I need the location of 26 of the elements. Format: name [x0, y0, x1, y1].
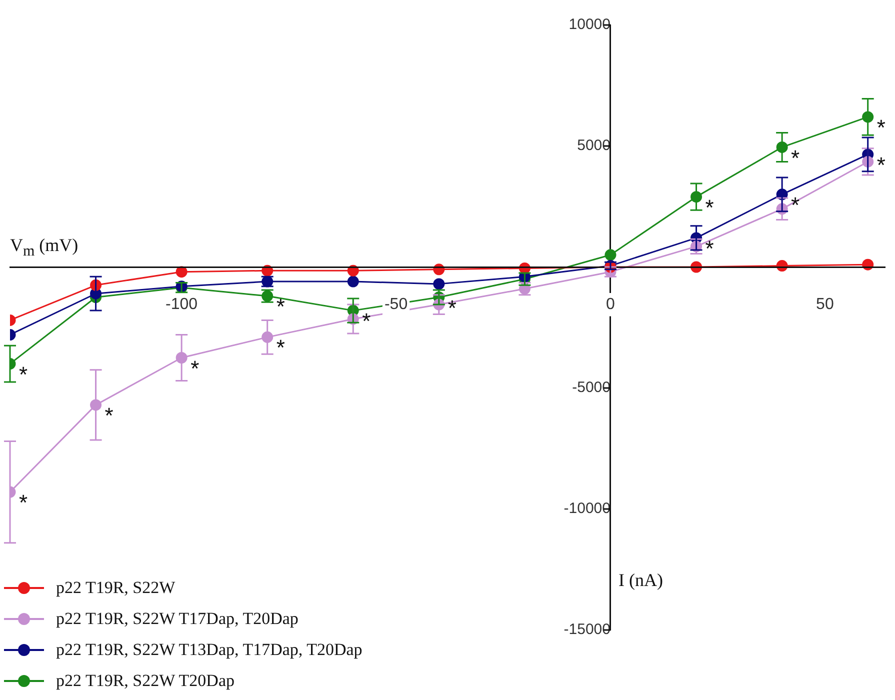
- legend-label: p22 T19R, S22W T13Dap, T17Dap, T20Dap: [56, 640, 362, 660]
- annotation: *: [19, 490, 28, 516]
- annotation: *: [190, 356, 200, 381]
- annotation: *: [276, 294, 286, 320]
- annotation: *: [705, 194, 714, 220]
- x-tick-label: 50: [816, 296, 834, 314]
- x-axis-title: V$_{m}$ (mV): [10, 235, 78, 261]
- annotation: *: [876, 152, 886, 178]
- annotation: *: [362, 308, 372, 334]
- annotation: *: [19, 362, 28, 387]
- y-tick-label: -15000: [564, 621, 610, 638]
- x-tick-label: -100: [166, 296, 198, 314]
- x-tick-label: -50: [384, 296, 408, 314]
- annotation: *: [791, 145, 800, 170]
- legend-label: p22 T19R, S22W T17Dap, T20Dap: [56, 608, 298, 628]
- y-axis-title: I (nA): [618, 570, 663, 591]
- x-tick-label: 0: [606, 296, 616, 314]
- legend-label: p22 T19R, S22W T20Dap: [56, 670, 235, 690]
- annotation: *: [705, 236, 714, 262]
- annotation: *: [104, 403, 114, 428]
- y-tick-label: 10000: [568, 16, 610, 34]
- legend-label: p22 T19R, S22W: [56, 578, 176, 598]
- annotation: *: [876, 115, 886, 140]
- annotation: *: [448, 295, 457, 320]
- annotation: *: [276, 335, 286, 360]
- annotation: *: [791, 192, 800, 218]
